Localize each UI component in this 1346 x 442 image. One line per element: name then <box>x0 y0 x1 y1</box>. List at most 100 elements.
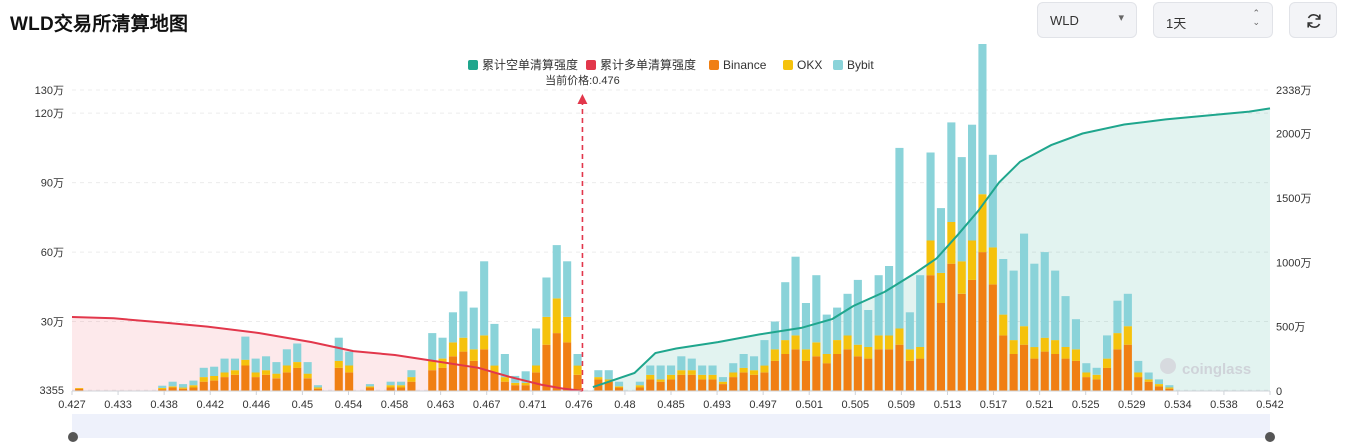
symbol-select[interactable]: WLD ▾ <box>1037 2 1137 38</box>
bar-okx <box>448 342 457 357</box>
bar-bybit <box>1051 270 1060 341</box>
symbol-select-value: WLD <box>1050 13 1079 28</box>
bar-okx <box>1051 340 1060 354</box>
bar-bybit <box>604 370 613 380</box>
bar-bybit <box>1092 367 1101 375</box>
bar-bybit <box>1134 360 1143 373</box>
bar-binance <box>313 388 322 391</box>
bar-bybit <box>1123 293 1132 327</box>
bar-okx <box>469 349 478 361</box>
legend-swatch <box>783 60 793 70</box>
x-tick-label: 0.513 <box>934 399 962 411</box>
bar-binance <box>978 252 987 391</box>
cumulative-line <box>592 107 1271 389</box>
bar-okx <box>241 359 250 366</box>
bar-bybit <box>428 333 437 361</box>
zoom-scrollbar[interactable] <box>72 414 1270 438</box>
x-tick-label: 0.505 <box>842 399 870 411</box>
bar-okx <box>199 377 208 382</box>
x-tick-label: 0.463 <box>427 399 455 411</box>
bar-bybit <box>791 256 800 336</box>
bar-okx <box>251 372 260 378</box>
bar-okx <box>386 385 395 388</box>
zoom-handle-right[interactable] <box>1265 432 1275 442</box>
bar-binance <box>988 284 997 391</box>
bar-okx <box>230 370 239 375</box>
coinglass-logo-icon <box>1160 358 1176 374</box>
y-left-tick-label: 3355 <box>40 385 64 397</box>
bar-okx <box>833 340 842 354</box>
bar-okx <box>1103 358 1112 368</box>
bar-bybit <box>1009 270 1018 341</box>
bar-bybit <box>833 307 842 340</box>
bar-bybit <box>843 293 852 336</box>
bar-binance <box>968 279 977 391</box>
up-down-caret-icon: ⌃ ⌄ <box>1252 8 1260 27</box>
bar-okx <box>1020 326 1029 345</box>
bar-bybit <box>272 362 281 374</box>
refresh-button[interactable] <box>1289 2 1337 38</box>
zoom-handle-left[interactable] <box>68 432 78 442</box>
bar-binance <box>407 381 416 391</box>
bar-okx <box>542 316 551 345</box>
bar-okx <box>1144 379 1153 382</box>
caret-down-icon: ▾ <box>1118 12 1124 24</box>
bar-okx <box>220 372 229 378</box>
bar-bybit <box>179 384 188 388</box>
bar-bybit <box>282 349 291 366</box>
x-tick-label: 0.467 <box>473 399 501 411</box>
bar-okx <box>532 365 541 373</box>
bar-binance <box>770 360 779 391</box>
x-tick-label: 0.529 <box>1118 399 1146 411</box>
bar-bybit <box>770 321 779 350</box>
y-left-tick-label: 130万 <box>35 85 64 97</box>
bar-okx <box>843 335 852 350</box>
bar-bybit <box>687 358 696 371</box>
bar-bybit <box>739 354 748 368</box>
bar-bybit <box>552 245 561 299</box>
bar-okx <box>770 349 779 361</box>
period-select[interactable]: 1天 ⌃ ⌄ <box>1153 2 1273 38</box>
bar-binance <box>729 377 738 391</box>
bar-bybit <box>729 363 738 373</box>
x-tick-label: 0.458 <box>381 399 409 411</box>
bar-bybit <box>708 365 717 375</box>
bar-okx <box>210 375 219 381</box>
bar-bybit <box>1103 335 1112 359</box>
y-left-tick-label: 30万 <box>41 317 64 329</box>
bar-bybit <box>895 147 904 329</box>
bar-okx <box>988 247 997 285</box>
bar-okx <box>282 365 291 373</box>
x-tick-label: 0.471 <box>519 399 547 411</box>
bar-bybit <box>1061 296 1070 347</box>
watermark-text: coinglass <box>1182 361 1251 378</box>
bar-binance <box>1030 358 1039 391</box>
bar-binance <box>1061 358 1070 391</box>
bar-okx <box>708 374 717 380</box>
bar-bybit <box>532 328 541 366</box>
x-tick-label: 0.525 <box>1072 399 1100 411</box>
bar-bybit <box>480 261 489 336</box>
bar-okx <box>718 381 727 384</box>
bar-okx <box>573 365 582 375</box>
bar-okx <box>781 340 790 354</box>
bar-binance <box>1009 354 1018 391</box>
bar-okx <box>365 386 374 388</box>
bar-okx <box>1061 347 1070 359</box>
bar-okx <box>1030 347 1039 359</box>
y-right-tick-label: 500万 <box>1276 322 1305 334</box>
x-tick-label: 0.454 <box>335 399 363 411</box>
bar-binance <box>843 349 852 391</box>
bar-okx <box>594 377 603 380</box>
bar-bybit <box>241 336 250 360</box>
bar-okx <box>957 261 966 294</box>
x-tick-label: 0.542 <box>1256 399 1284 411</box>
bar-bybit <box>656 365 665 380</box>
bar-binance <box>179 388 188 391</box>
bar-okx <box>739 367 748 373</box>
x-tick-label: 0.501 <box>795 399 823 411</box>
bar-okx <box>864 347 873 359</box>
bar-binance <box>1020 344 1029 391</box>
bar-binance <box>397 387 406 391</box>
current-price-label: 当前价格:0.476 <box>545 73 620 87</box>
